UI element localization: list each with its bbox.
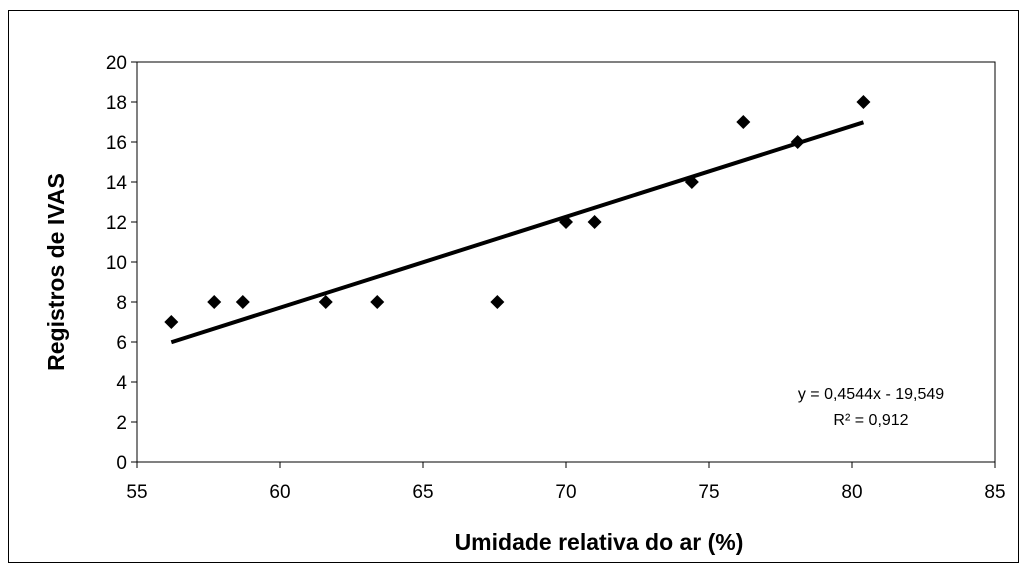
x-tick-label: 55 [126, 482, 147, 503]
x-tick-label: 60 [269, 482, 290, 503]
data-point [207, 295, 222, 309]
chart-frame [8, 10, 1019, 563]
data-points [164, 95, 871, 329]
trendline-equation: y = 0,4544x - 19,549 [798, 386, 944, 403]
x-tick-label: 70 [555, 482, 576, 503]
axes [131, 61, 996, 468]
data-point [684, 175, 699, 189]
x-axis-title: Umidade relativa do ar (%) [455, 529, 744, 555]
data-point [235, 295, 250, 309]
y-tick-label: 10 [106, 253, 127, 274]
trendline-r2: R² = 0,912 [833, 412, 908, 429]
tick-labels: 0 2 4 6 8 10 12 14 16 18 20 55 60 65 70 75 80 85 [106, 53, 1006, 503]
data-point [370, 295, 385, 309]
y-tick-label: 6 [116, 333, 127, 354]
y-tick-label: 14 [106, 173, 128, 194]
data-point [559, 215, 573, 229]
y-tick-label: 8 [116, 293, 127, 314]
data-point [790, 135, 805, 149]
x-tick-label: 85 [984, 482, 1005, 503]
data-point [587, 215, 602, 229]
trendline [170, 120, 865, 345]
x-tick-label: 65 [412, 482, 433, 503]
y-axis-title: Registros de IVAS [43, 173, 69, 371]
y-tick-label: 20 [106, 53, 127, 74]
y-tick-label: 16 [106, 133, 127, 154]
y-tick-label: 2 [116, 413, 127, 434]
y-tick-label: 0 [116, 453, 127, 474]
data-point [856, 95, 871, 109]
y-tick-label: 12 [106, 213, 127, 234]
data-point [318, 295, 333, 309]
x-tick-label: 75 [698, 482, 719, 503]
y-tick-label: 18 [106, 93, 127, 114]
y-tick-label: 4 [116, 373, 127, 394]
x-tick-label: 80 [841, 482, 862, 503]
trendline-path [170, 120, 865, 345]
data-point [490, 295, 505, 309]
data-point [736, 115, 751, 129]
data-point [164, 315, 179, 329]
